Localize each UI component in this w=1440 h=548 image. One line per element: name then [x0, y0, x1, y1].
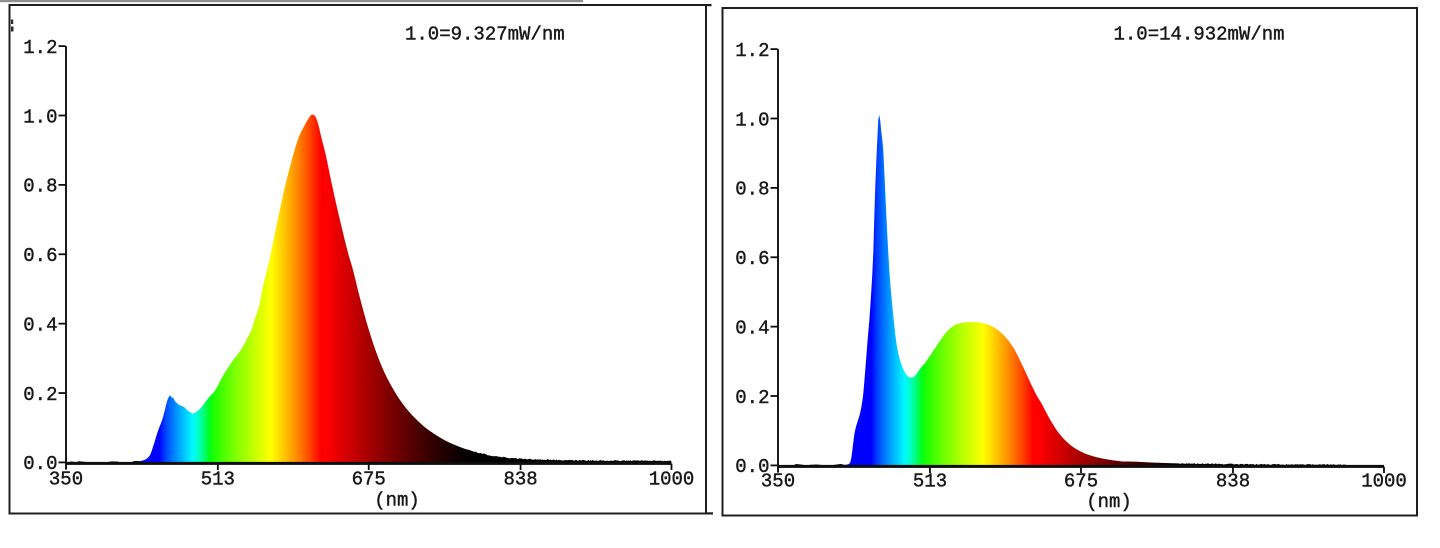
svg-text:1.2: 1.2: [735, 40, 769, 62]
svg-text:(nm): (nm): [374, 489, 420, 511]
svg-text:838: 838: [503, 469, 537, 491]
svg-text:513: 513: [913, 470, 947, 492]
svg-text:1.0=14.932mW/nm: 1.0=14.932mW/nm: [1114, 24, 1285, 46]
svg-text:1.0: 1.0: [23, 106, 57, 128]
svg-text:0.2: 0.2: [735, 387, 769, 409]
svg-text:1000: 1000: [1361, 470, 1407, 492]
svg-text:0.4: 0.4: [735, 317, 769, 339]
svg-text:513: 513: [201, 469, 235, 491]
svg-text:0.6: 0.6: [23, 245, 57, 267]
svg-text:675: 675: [1064, 470, 1098, 492]
svg-text:0.6: 0.6: [735, 248, 769, 270]
svg-text:(nm): (nm): [1086, 491, 1132, 513]
svg-text:1.0=9.327mW/nm: 1.0=9.327mW/nm: [405, 24, 565, 46]
svg-text:1000: 1000: [649, 469, 695, 491]
svg-text:350: 350: [49, 469, 83, 491]
svg-text:0.8: 0.8: [735, 179, 769, 201]
svg-text:350: 350: [761, 470, 795, 492]
svg-text:838: 838: [1216, 470, 1250, 492]
svg-text:0.0: 0.0: [735, 456, 769, 478]
svg-text:0.8: 0.8: [23, 176, 57, 198]
svg-text:675: 675: [352, 469, 386, 491]
svg-text:1.2: 1.2: [23, 37, 57, 59]
svg-text:0.4: 0.4: [23, 314, 57, 336]
svg-text:0.0: 0.0: [23, 453, 57, 475]
svg-text:1.0: 1.0: [735, 109, 769, 131]
svg-text:0.2: 0.2: [23, 384, 57, 406]
